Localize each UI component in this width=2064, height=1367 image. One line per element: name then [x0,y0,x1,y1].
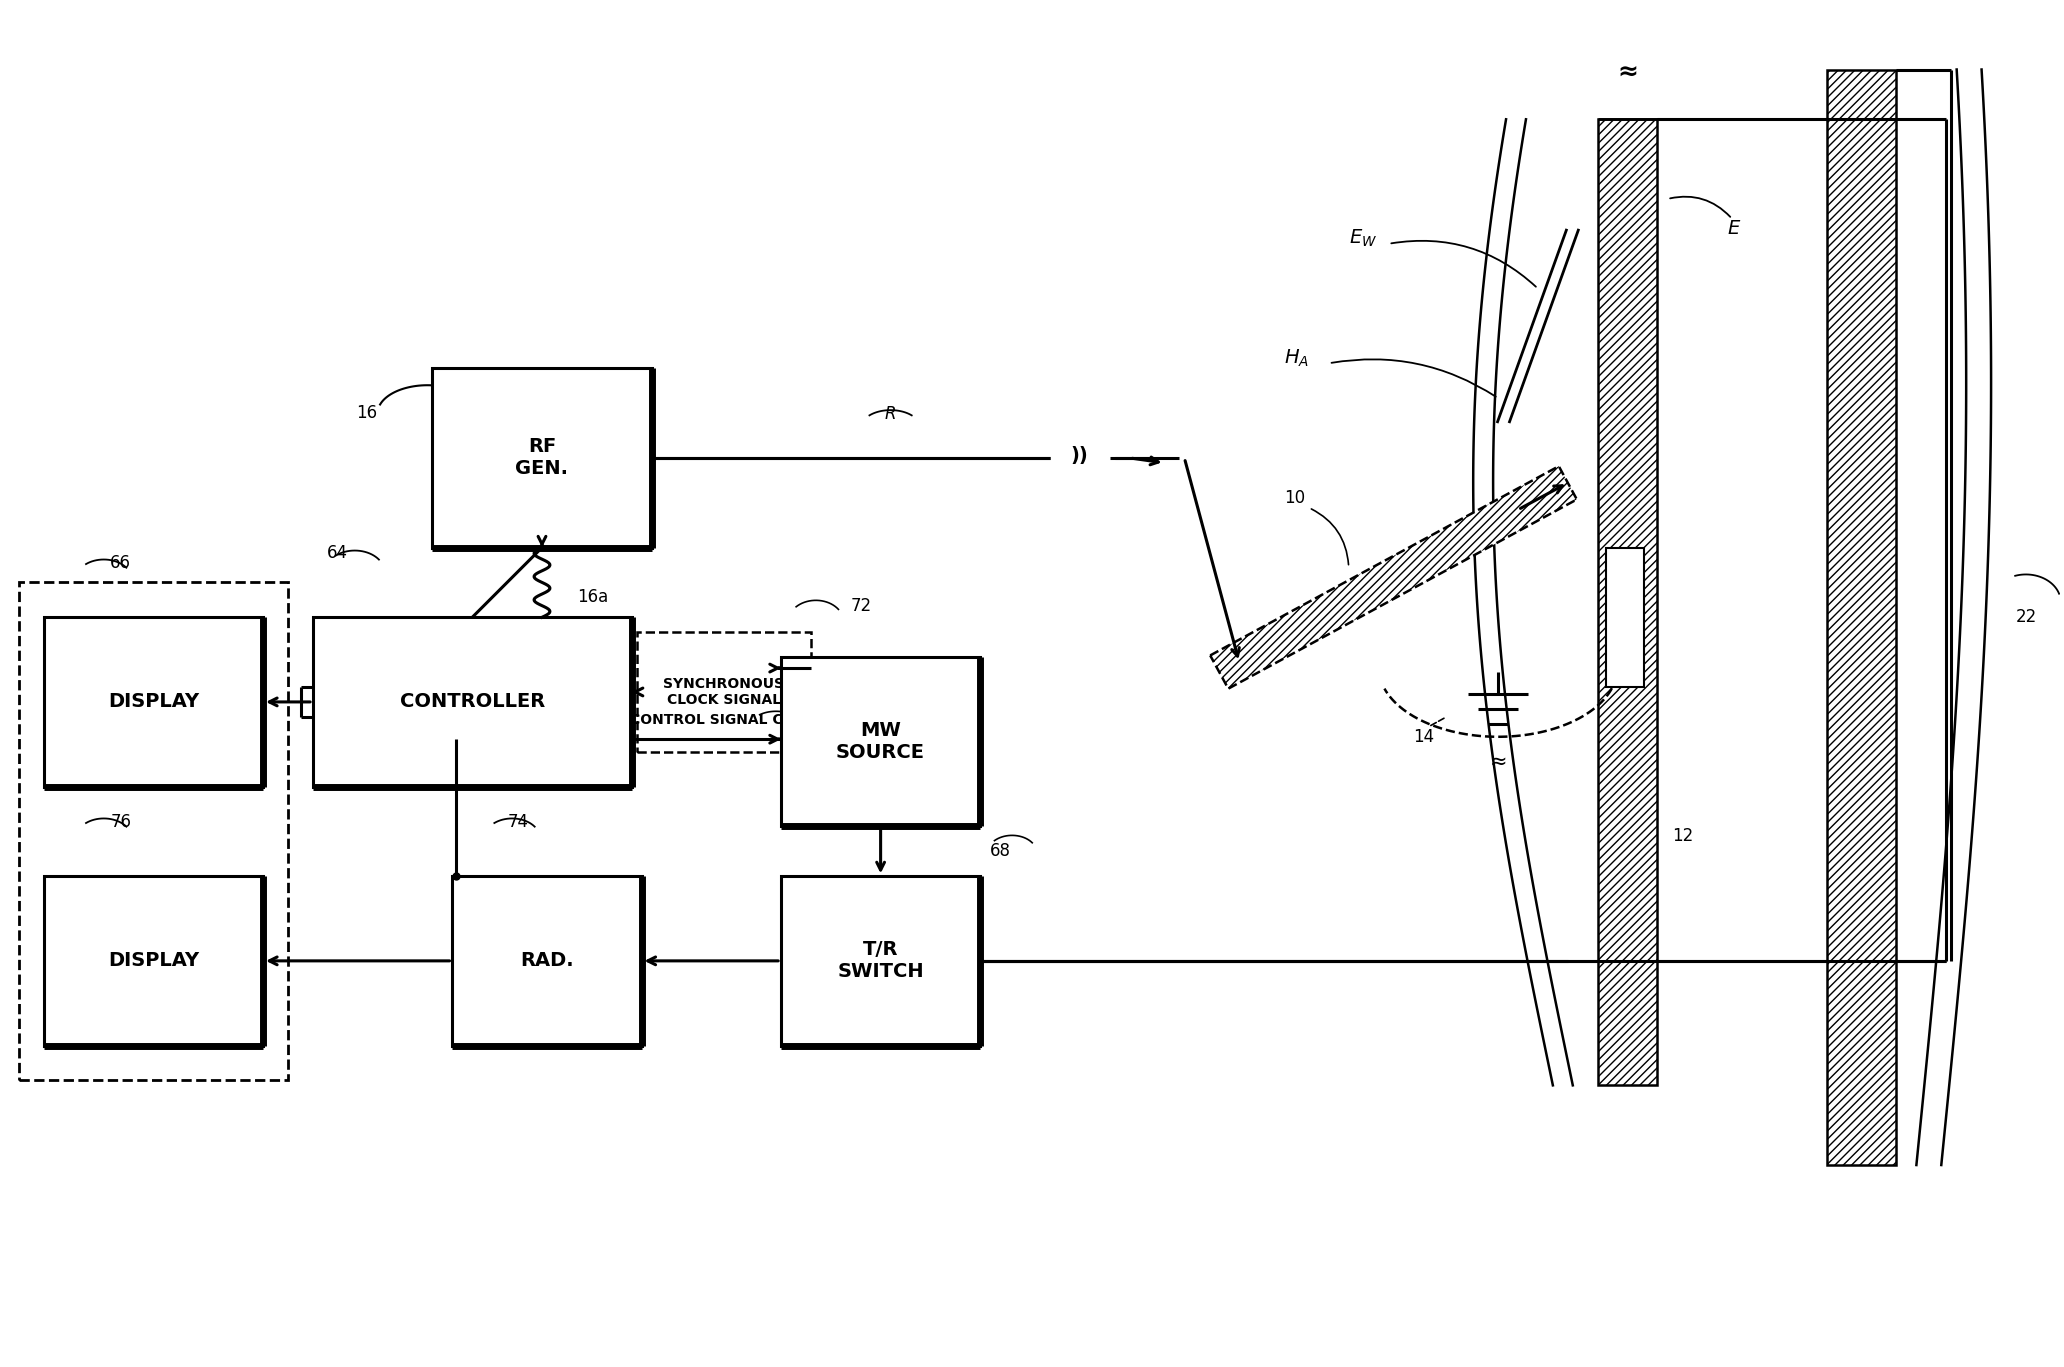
Bar [433,368,652,548]
Text: E: E [1728,219,1740,238]
Bar [780,876,980,1046]
Bar [452,876,642,1046]
Text: 64: 64 [328,544,349,562]
Text: 66: 66 [109,555,132,573]
Text: CONTROLLER: CONTROLLER [400,693,545,711]
Bar [43,618,262,786]
Bar [636,632,811,752]
Text: 76: 76 [109,813,132,831]
Text: 72: 72 [850,597,871,615]
Text: R: R [885,405,896,422]
Text: SYNCHRONOUS
CLOCK SIGNAL: SYNCHRONOUS CLOCK SIGNAL [663,677,784,707]
Text: $E_W$: $E_W$ [1348,228,1377,249]
Text: ≈: ≈ [1616,60,1639,85]
Text: )): )) [1071,447,1088,465]
Text: DISPLAY: DISPLAY [107,951,198,971]
Text: 10: 10 [1284,489,1304,507]
Text: T/R
SWITCH: T/R SWITCH [838,940,925,982]
Bar [1598,119,1657,1085]
Bar [780,658,980,827]
Bar [19,582,289,1080]
Text: CONTROL SIGNAL C: CONTROL SIGNAL C [630,714,782,727]
Bar [314,618,632,786]
Text: MW
SOURCE: MW SOURCE [836,722,925,763]
Bar [1827,70,1897,1165]
Text: 68: 68 [991,842,1011,860]
Bar [1606,548,1643,688]
Text: 16a: 16a [576,588,609,607]
Polygon shape [1210,466,1577,689]
Text: 12: 12 [1672,827,1695,845]
Text: 14: 14 [1414,727,1434,746]
Text: 22: 22 [2017,608,2037,626]
Text: RAD.: RAD. [520,951,574,971]
Text: DISPLAY: DISPLAY [107,693,198,711]
Bar [43,876,262,1046]
Text: RF
GEN.: RF GEN. [516,437,568,478]
Text: ≈: ≈ [1490,752,1507,772]
Text: 74: 74 [508,813,528,831]
Text: 16: 16 [357,405,378,422]
Text: $H_A$: $H_A$ [1284,347,1309,369]
